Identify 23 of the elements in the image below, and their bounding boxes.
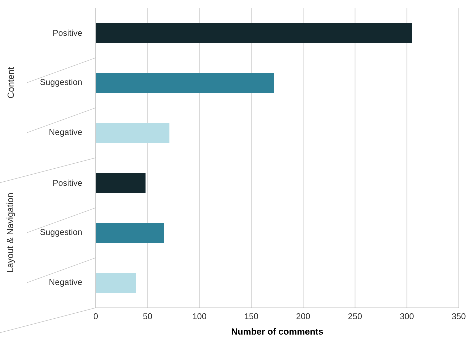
y-tick-label: Suggestion bbox=[40, 229, 82, 237]
x-tick-label: 100 bbox=[193, 314, 206, 320]
x-tick-label: 200 bbox=[296, 314, 310, 320]
x-tick-label: 150 bbox=[245, 314, 258, 320]
text: Layout & Navigation bbox=[6, 193, 16, 272]
y-tick-label: Positive bbox=[54, 30, 82, 36]
x-tick-label: 0 bbox=[94, 314, 98, 320]
x-tick-label: 350 bbox=[452, 314, 466, 320]
y-tick-label: Positive bbox=[54, 180, 82, 186]
x-tick-label: 250 bbox=[348, 314, 362, 320]
bar bbox=[96, 273, 136, 294]
bar bbox=[96, 173, 146, 194]
bar bbox=[96, 223, 164, 244]
bar bbox=[96, 123, 170, 144]
x-tick-label: 300 bbox=[400, 314, 414, 320]
y-tick-label: Negative bbox=[50, 129, 82, 137]
x-axis-title: Number of comments bbox=[232, 328, 324, 335]
y-tick-label: Suggestion bbox=[40, 79, 82, 87]
x-tick-label: 50 bbox=[143, 314, 152, 320]
y-tick-label: Negative bbox=[50, 279, 82, 287]
bar bbox=[96, 23, 412, 44]
bar bbox=[96, 73, 274, 94]
text: Content bbox=[8, 67, 14, 98]
